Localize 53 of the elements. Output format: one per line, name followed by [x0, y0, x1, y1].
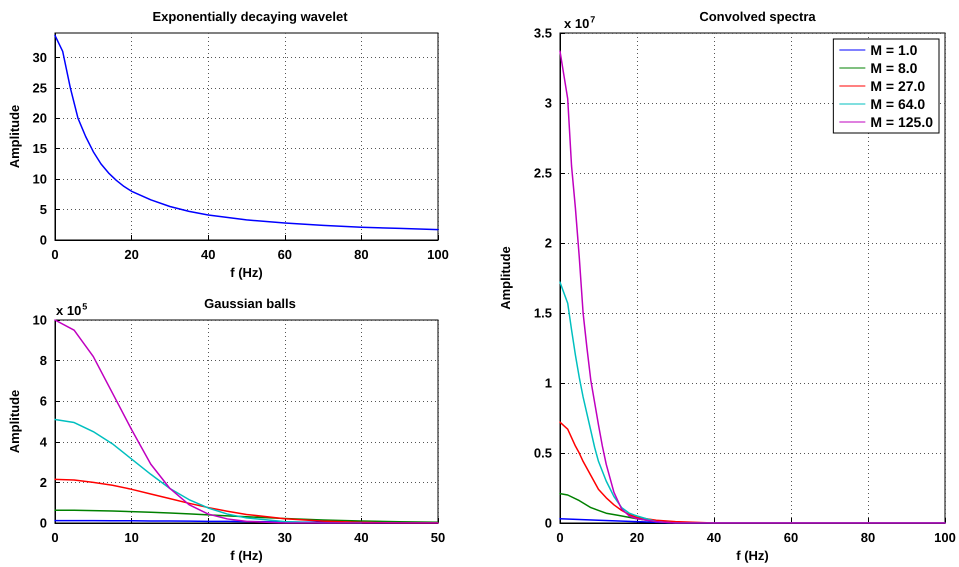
y-axis-title: Amplitude [498, 246, 513, 310]
x-tick-label: 40 [706, 530, 722, 545]
x-axis-title: f (Hz) [736, 548, 769, 563]
x-tick-label: 0 [51, 530, 59, 545]
y-tick-label: 3 [544, 96, 552, 110]
x-tick-label: 40 [354, 530, 369, 545]
x-tick-label: 100 [934, 530, 956, 545]
y-tick-label: 10 [32, 172, 47, 187]
y-tick-label: 2.5 [534, 166, 552, 180]
chart-title: Exponentially decaying wavelet [152, 9, 348, 24]
x-tick-label: 30 [278, 530, 292, 545]
x-tick-label: 80 [354, 247, 369, 262]
y-tick-label: 15 [32, 141, 47, 156]
x-tick-label: 60 [278, 247, 292, 262]
y-tick-label: 20 [32, 110, 47, 126]
x-tick-label: 20 [630, 530, 644, 545]
y-axis-title: Amplitude [7, 104, 22, 168]
x-tick-label: 20 [200, 530, 216, 545]
y-tick-label: 1 [544, 376, 552, 390]
y-tick-label: 30 [32, 50, 47, 65]
x-tick-label: 20 [124, 247, 139, 262]
y-axis-title: Amplitude [7, 390, 22, 454]
legend-label: M = 64.0 [870, 96, 926, 112]
y-tick-label: 0 [40, 232, 47, 248]
y-tick-label: 5 [40, 202, 47, 218]
x-tick-label: 50 [430, 530, 446, 545]
legend-label: M = 8.0 [870, 60, 918, 76]
x-tick-label: 40 [200, 247, 216, 262]
x-tick-label: 60 [784, 530, 798, 545]
x-tick-label: 0 [556, 530, 564, 545]
x-tick-label: 100 [427, 247, 449, 262]
y-tick-label: 1.5 [534, 306, 552, 320]
y-tick-label: 8 [40, 353, 47, 368]
x-tick-label: 80 [860, 530, 876, 545]
chart-title: Gaussian balls [204, 296, 296, 311]
y-tick-label: 25 [32, 80, 47, 96]
x-tick-label: 10 [124, 530, 139, 545]
x-tick-label: 0 [51, 247, 59, 262]
y-tick-label: 0 [544, 516, 552, 530]
y-tick-label: 4 [40, 434, 48, 450]
y-tick-label: 2 [40, 474, 47, 490]
x-axis-title: f (Hz) [230, 264, 263, 280]
y-tick-label: 0.5 [534, 446, 552, 460]
chart-title: Convolved spectra [699, 9, 816, 24]
y-tick-label: 6 [40, 394, 47, 409]
x-axis-title: f (Hz) [230, 548, 263, 563]
y-tick-label: 0 [40, 516, 47, 530]
y-tick-label: 10 [32, 312, 47, 328]
y-tick-label: 3.5 [534, 26, 552, 40]
legend-label: M = 1.0 [870, 42, 918, 58]
legend-label: M = 125.0 [870, 114, 934, 130]
y-tick-label: 2 [544, 236, 552, 250]
legend-label: M = 27.0 [870, 78, 926, 94]
